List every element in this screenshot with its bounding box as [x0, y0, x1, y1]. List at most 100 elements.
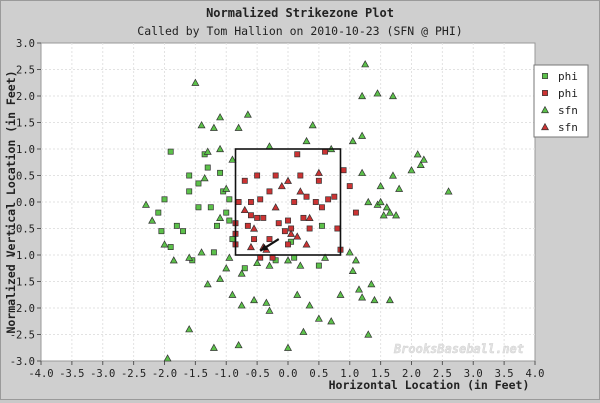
series-sfn-triangle [141, 60, 453, 362]
data-point [315, 262, 322, 269]
data-point [216, 213, 225, 221]
x-tick-label: -1.5 [183, 368, 208, 380]
watermark: BrooksBaseball.net [393, 342, 524, 356]
data-point [275, 220, 282, 227]
x-tick-label: -4.0 [28, 368, 53, 380]
data-point [210, 249, 217, 256]
x-tick-label: 0.0 [279, 368, 298, 380]
y-tick-label: 0.5 [16, 171, 35, 183]
data-point [355, 285, 364, 293]
data-point [376, 181, 385, 190]
data-point [358, 293, 367, 301]
data-point [297, 172, 304, 179]
data-point [346, 183, 353, 190]
data-point [358, 131, 367, 139]
data-point [334, 225, 341, 232]
data-point [250, 224, 259, 232]
data-point [195, 180, 202, 187]
data-point [253, 258, 262, 267]
data-point [262, 298, 271, 306]
data-point [364, 330, 373, 338]
data-point [235, 199, 242, 205]
legend-item: sfn [541, 104, 578, 117]
data-point [141, 200, 150, 208]
data-point [234, 123, 243, 131]
data-point [260, 214, 267, 221]
data-point [336, 290, 345, 298]
x-tick-label: 2.0 [402, 368, 421, 380]
data-point [331, 193, 338, 200]
data-point [358, 91, 367, 100]
data-point [158, 228, 165, 235]
x-tick-label: 0.5 [309, 368, 328, 380]
x-tick-label: 3.0 [464, 368, 483, 380]
data-point [241, 177, 248, 184]
data-point [340, 167, 347, 174]
y-tick-label: -1.0 [10, 250, 35, 262]
data-point [351, 256, 360, 264]
y-tick-label: 1.5 [16, 118, 35, 130]
data-point [186, 188, 193, 195]
data-point [444, 187, 453, 195]
data-point [303, 193, 310, 200]
data-point [155, 209, 162, 216]
data-point [395, 184, 404, 192]
data-point [300, 214, 307, 221]
y-tick-label: -3.0 [10, 356, 35, 368]
data-point [302, 240, 311, 248]
data-point [364, 197, 373, 206]
data-point [321, 253, 330, 261]
x-tick-label: -2.0 [152, 368, 177, 380]
data-point [272, 172, 279, 179]
data-point [254, 214, 261, 221]
data-point [306, 225, 313, 232]
data-point [225, 253, 234, 261]
data-point [293, 290, 302, 298]
data-point [271, 203, 280, 211]
data-point [315, 177, 322, 184]
data-point [388, 171, 397, 179]
data-point [229, 236, 236, 243]
data-point [299, 327, 308, 335]
data-point [345, 248, 354, 256]
data-point [167, 148, 174, 155]
y-tick-label: 3.0 [16, 38, 35, 50]
data-point [209, 123, 218, 131]
data-point [305, 213, 314, 221]
y-tick-label: -0.5 [10, 224, 35, 236]
legend-marker [541, 105, 549, 114]
data-point [216, 113, 225, 121]
legend-marker [541, 122, 549, 131]
legend-label: sfn [558, 104, 578, 117]
data-point [376, 197, 385, 206]
data-point [284, 176, 292, 184]
data-point [322, 148, 329, 155]
data-point [200, 174, 209, 182]
data-point [246, 242, 255, 251]
x-tick-label: 3.5 [495, 368, 514, 380]
data-point [207, 204, 214, 211]
pointer-arrow [259, 238, 280, 252]
data-point [167, 244, 174, 250]
x-tick-label: 2.5 [433, 368, 452, 380]
data-point [195, 204, 202, 211]
data-point [191, 78, 200, 86]
legend-item: sfn [541, 121, 578, 134]
strike-zone-box [234, 148, 342, 256]
data-point [163, 354, 172, 362]
data-point [314, 314, 323, 322]
y-tick-labels: 3.0 2.5 2.0 1.5 1.0 0.5 0.0 -0.5 -1.0 -1.5 -2.0 -2.… [10, 38, 41, 368]
arrow-head [260, 243, 269, 251]
legend-item: phi [542, 87, 578, 100]
data-point [379, 211, 388, 219]
y-tick-label: 2.5 [16, 65, 35, 77]
plot-area [40, 42, 536, 362]
data-point [251, 236, 257, 243]
x-tick-label: -2.5 [121, 368, 146, 380]
data-point [160, 240, 169, 248]
grid-lines [41, 43, 535, 361]
data-point [325, 196, 332, 203]
y-tick-label: 1.0 [16, 144, 35, 156]
data-point [358, 168, 367, 176]
